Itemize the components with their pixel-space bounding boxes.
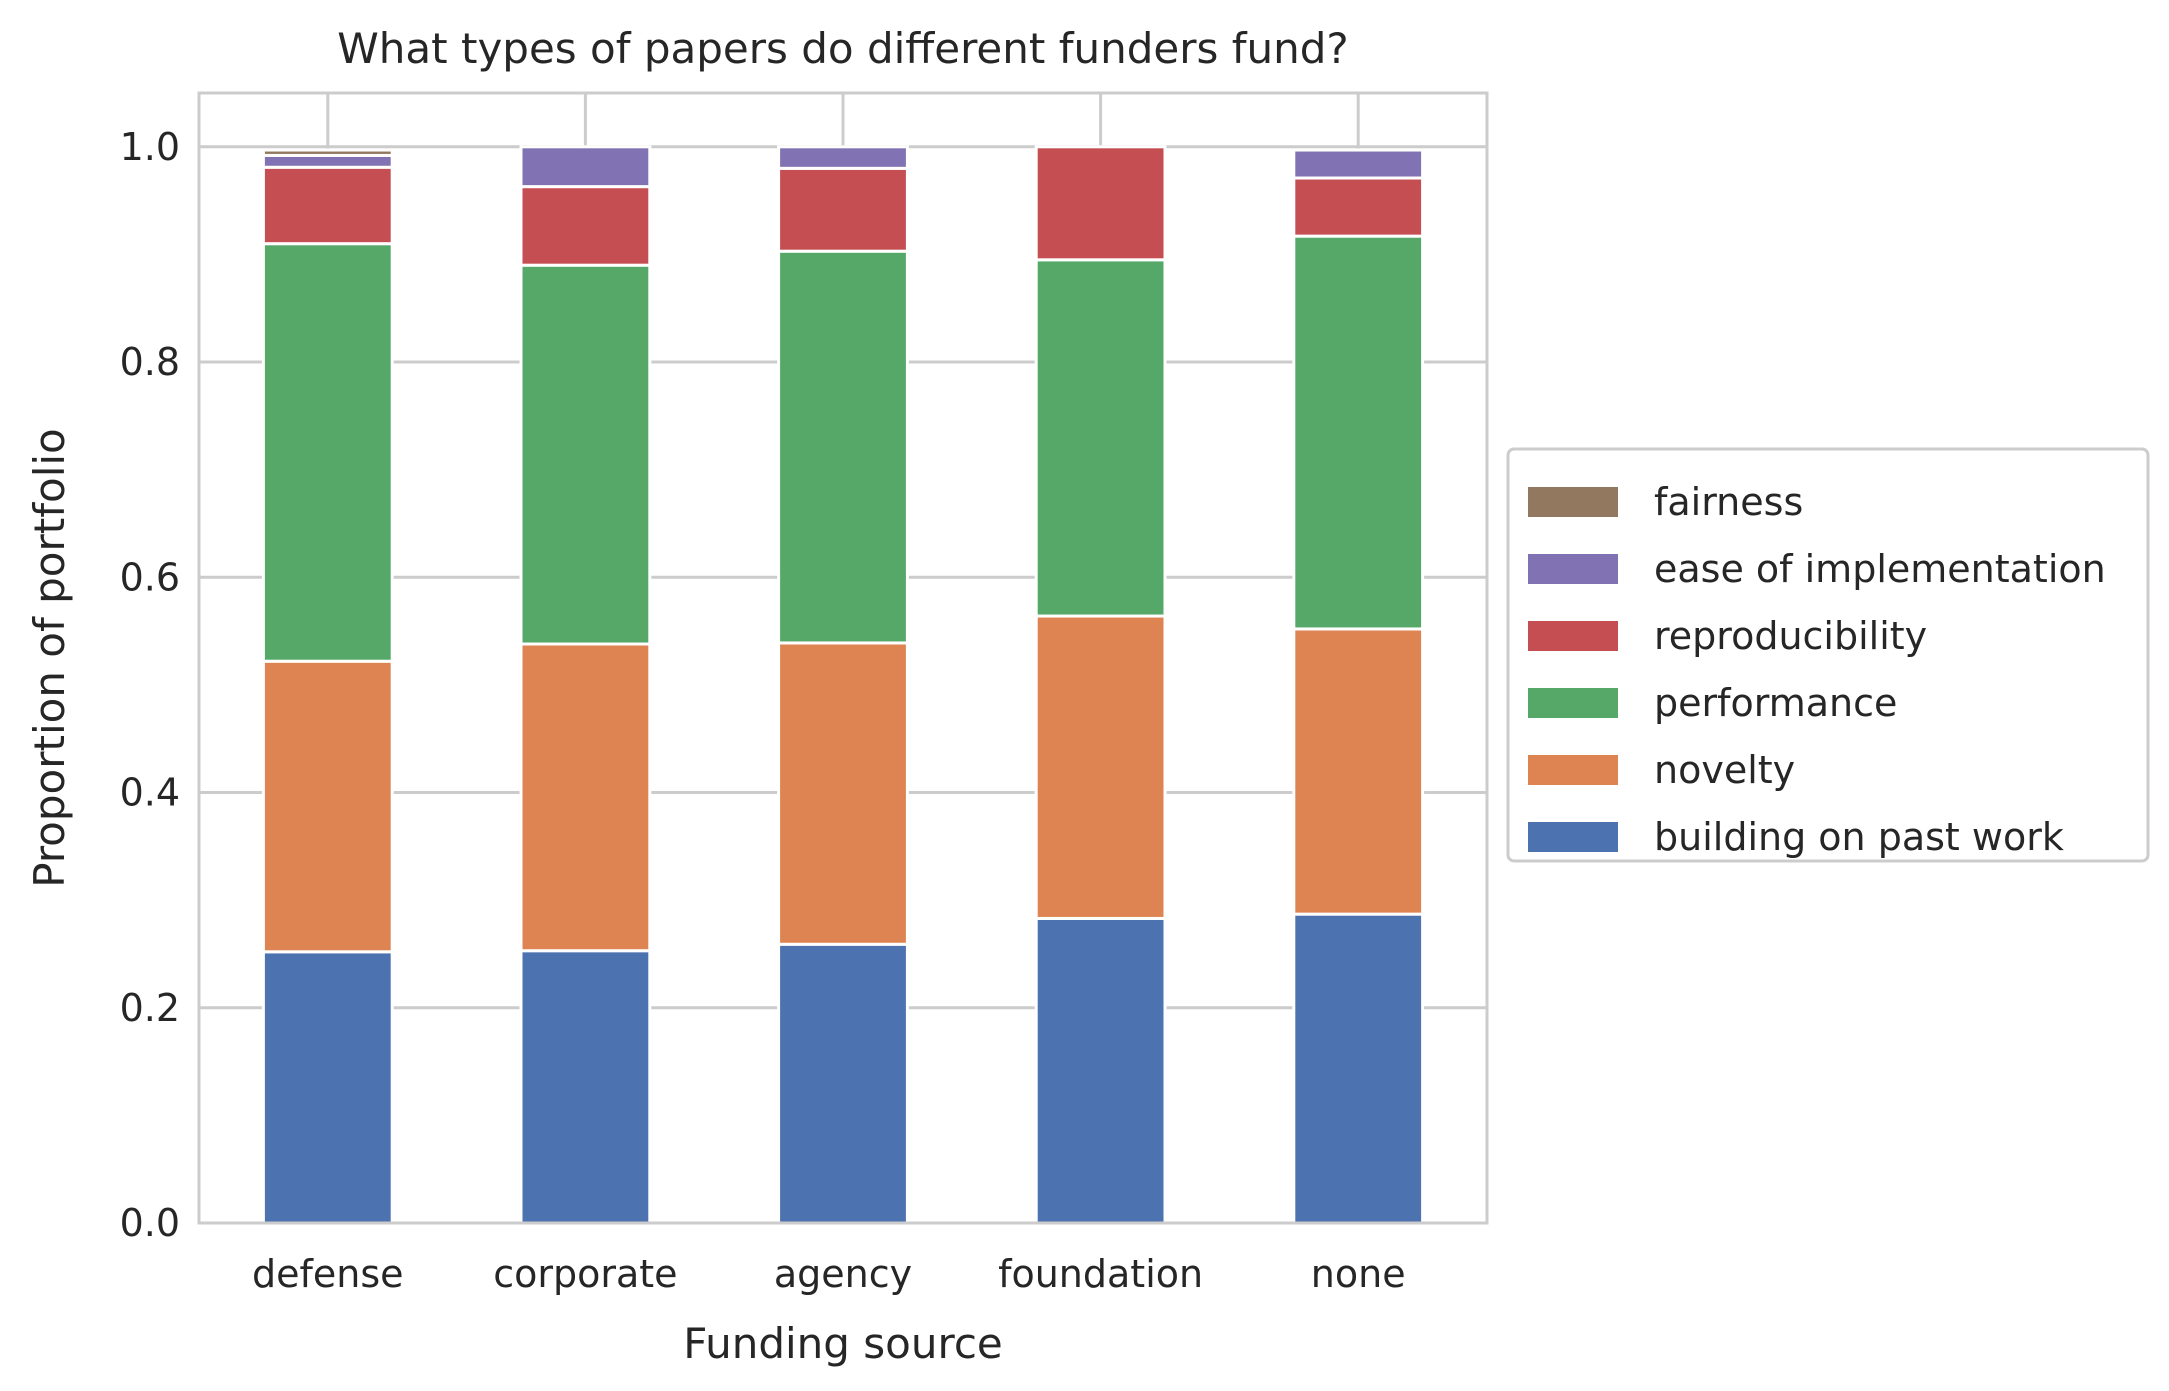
bar-segment — [1034, 916, 1167, 1225]
legend-label: fairness — [1654, 480, 1803, 524]
y-tick-label: 0.2 — [120, 986, 180, 1030]
bar-segment — [777, 641, 909, 946]
legend-frame — [1506, 447, 2150, 863]
y-axis-label: Proportion of portfolio — [25, 428, 74, 888]
bar-segment — [261, 153, 394, 169]
bar-segment — [261, 659, 394, 954]
bar-segment — [777, 249, 909, 645]
bar-segment — [1034, 145, 1167, 262]
y-tick-label: 0.0 — [120, 1201, 180, 1245]
bar-segment — [519, 642, 652, 953]
legend-swatch — [1528, 822, 1618, 852]
legend-swatch — [1528, 554, 1618, 584]
x-tick-label: agency — [774, 1252, 912, 1296]
bar-segment — [1292, 912, 1425, 1225]
bar-segment — [1292, 148, 1425, 180]
bars — [261, 145, 1425, 1225]
chart-title: What types of papers do different funder… — [337, 24, 1348, 73]
y-tick-label: 1.0 — [120, 125, 180, 169]
bar-segment — [261, 950, 394, 1225]
bar-segment — [777, 166, 909, 253]
x-tick-label: defense — [252, 1252, 404, 1296]
legend-label: building on past work — [1654, 815, 2064, 859]
bar-segment — [261, 165, 394, 246]
bar-segment — [519, 263, 652, 646]
bar-segment — [777, 145, 909, 170]
bar-segment — [1034, 258, 1167, 618]
x-tick-label: corporate — [493, 1252, 677, 1296]
y-tick-label: 0.4 — [120, 771, 180, 815]
legend: fairness ease of implementation reproducib… — [1506, 447, 2150, 863]
legend-label: ease of implementation — [1654, 547, 2106, 591]
plot-frame — [197, 91, 1489, 1225]
bar-segment — [519, 949, 652, 1225]
legend-label: performance — [1654, 681, 1897, 725]
y-tick-label: 0.8 — [120, 340, 180, 384]
bar-segment — [1034, 614, 1167, 920]
legend-label: reproducibility — [1654, 614, 1927, 658]
bar-segment — [519, 185, 652, 267]
x-tick-labels: defense corporate agency foundation none — [252, 1252, 1406, 1296]
legend-swatch — [1528, 688, 1618, 718]
bar-segment — [261, 148, 394, 157]
x-axis-label: Funding source — [683, 1319, 1003, 1368]
legend-label: novelty — [1654, 748, 1795, 792]
bar-segment — [1292, 176, 1425, 238]
bar-segment — [261, 242, 394, 663]
x-tick-label: none — [1311, 1252, 1406, 1296]
legend-swatch — [1528, 487, 1618, 517]
y-tick-label: 0.6 — [120, 555, 180, 599]
y-tick-labels: 0.0 0.2 0.4 0.6 0.8 1.0 — [120, 125, 180, 1245]
legend-swatch — [1528, 755, 1618, 785]
x-tick-label: foundation — [998, 1252, 1203, 1296]
legend-swatch — [1528, 621, 1618, 651]
bar-segment — [519, 145, 652, 189]
bar-segment — [777, 942, 909, 1225]
bar-segment — [1292, 627, 1425, 916]
bar-segment — [1292, 234, 1425, 631]
